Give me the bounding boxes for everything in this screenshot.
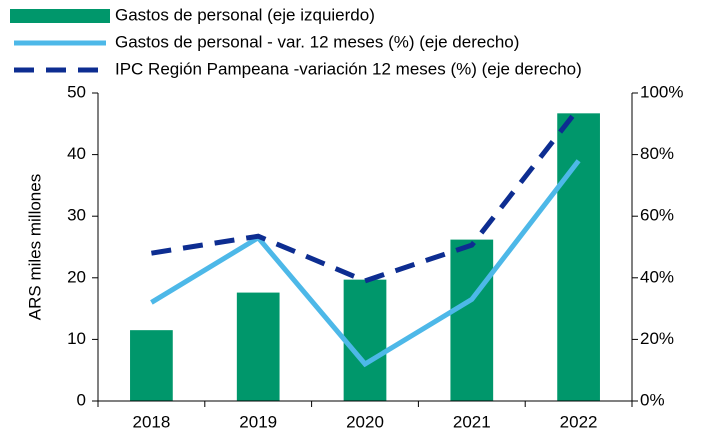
- y2-tick-label: 80%: [640, 144, 674, 163]
- y-tick-label: 10: [67, 329, 86, 348]
- y-tick-label: 0: [77, 390, 86, 409]
- legend-label: Gastos de personal - var. 12 meses (%) (…: [115, 32, 519, 51]
- x-tick-label: 2021: [453, 412, 491, 431]
- x-tick-label: 2022: [560, 412, 598, 431]
- line: [151, 106, 581, 284]
- legend-swatch: [10, 9, 110, 23]
- y2-tick-label: 100%: [640, 82, 683, 101]
- y2-tick-label: 0%: [640, 390, 665, 409]
- x-tick-label: 2019: [239, 412, 277, 431]
- legend-label: IPC Región Pampeana -variación 12 meses …: [115, 59, 582, 78]
- bar: [450, 239, 494, 401]
- x-tick-label: 2020: [346, 412, 384, 431]
- legend-label: Gastos de personal (eje izquierdo): [115, 5, 375, 24]
- y-axis-label: ARS miles millones: [25, 174, 44, 320]
- bar: [236, 292, 280, 401]
- y-tick-label: 20: [67, 267, 86, 286]
- y-tick-label: 50: [67, 82, 86, 101]
- bar: [343, 279, 387, 401]
- x-tick-label: 2018: [132, 412, 170, 431]
- y2-tick-label: 20%: [640, 329, 674, 348]
- bar: [130, 330, 173, 401]
- y-tick-label: 30: [67, 206, 86, 225]
- y2-tick-label: 60%: [640, 206, 674, 225]
- line: [150, 159, 581, 368]
- y-tick-label: 40: [67, 144, 86, 163]
- bar: [557, 113, 600, 401]
- y2-tick-label: 40%: [640, 267, 674, 286]
